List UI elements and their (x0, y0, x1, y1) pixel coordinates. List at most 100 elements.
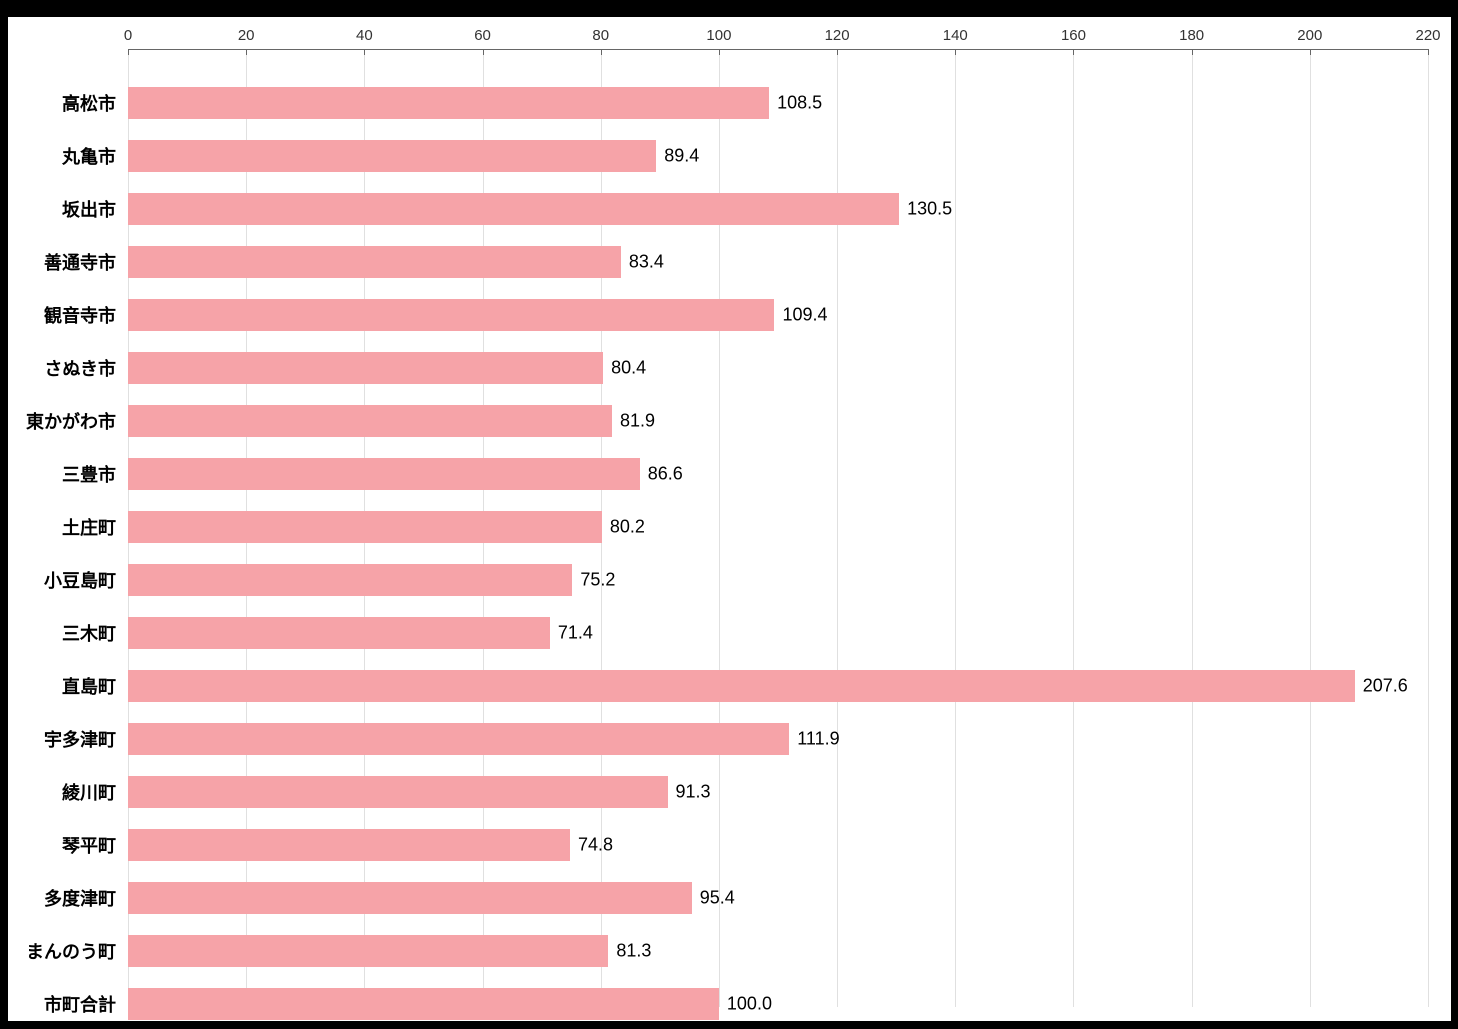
x-axis-tick-label: 120 (825, 27, 850, 44)
bar-row: 土庄町80.2 (128, 511, 1428, 543)
x-axis-tick-label: 160 (1061, 27, 1086, 44)
x-axis-tick-mark (128, 49, 129, 55)
bar-value-label: 111.9 (797, 729, 839, 750)
bar-row: 小豆島町75.2 (128, 564, 1428, 596)
y-axis-label: 坂出市 (62, 196, 116, 222)
bar-row: 宇多津町111.9 (128, 723, 1428, 755)
x-axis-tick-label: 20 (238, 27, 255, 44)
bar-row: 東かがわ市81.9 (128, 405, 1428, 437)
bar: 89.4 (128, 140, 656, 172)
bar-value-label: 80.4 (611, 358, 646, 379)
bar-row: まんのう町81.3 (128, 935, 1428, 967)
x-axis-tick-mark (955, 49, 956, 55)
bar-value-label: 91.3 (676, 782, 711, 803)
x-axis-tick-mark (246, 49, 247, 55)
bar-value-label: 100.0 (727, 994, 772, 1015)
y-axis-label: 三木町 (62, 620, 116, 646)
y-axis-label: 小豆島町 (44, 567, 116, 593)
x-axis-tick-label: 100 (706, 27, 731, 44)
x-axis-tick-label: 40 (356, 27, 373, 44)
x-axis-tick-label: 80 (592, 27, 609, 44)
bar-row: 観音寺市109.4 (128, 299, 1428, 331)
bar-value-label: 75.2 (580, 570, 615, 591)
bar: 74.8 (128, 829, 570, 861)
y-axis-label: 市町合計 (44, 991, 116, 1017)
bar-value-label: 86.6 (648, 464, 683, 485)
bar-row: 高松市108.5 (128, 87, 1428, 119)
bar: 81.3 (128, 935, 608, 967)
y-axis-label: 琴平町 (62, 832, 116, 858)
bar: 91.3 (128, 776, 668, 808)
bar-row: 丸亀市89.4 (128, 140, 1428, 172)
bar: 75.2 (128, 564, 572, 596)
x-axis-tick-label: 0 (124, 27, 132, 44)
x-axis-line (128, 49, 1428, 50)
y-axis-label: 観音寺市 (44, 302, 116, 328)
bar-value-label: 130.5 (907, 199, 952, 220)
bar-row: 三豊市86.6 (128, 458, 1428, 490)
x-axis-tick-label: 220 (1415, 27, 1440, 44)
bar-row: 坂出市130.5 (128, 193, 1428, 225)
bar: 207.6 (128, 670, 1355, 702)
bar-row: 市町合計100.0 (128, 988, 1428, 1020)
bar-value-label: 95.4 (700, 888, 735, 909)
bar-value-label: 71.4 (558, 623, 593, 644)
plot-area: 高松市108.5 丸亀市89.4 坂出市130.5 善通寺市83.4 観音寺市109.4… (128, 55, 1428, 1007)
bar-row: 直島町207.6 (128, 670, 1428, 702)
bar-row: 三木町71.4 (128, 617, 1428, 649)
bar: 81.9 (128, 405, 612, 437)
bar-value-label: 81.3 (616, 941, 651, 962)
x-axis-tick-mark (837, 49, 838, 55)
bar: 83.4 (128, 246, 621, 278)
gridline (1428, 55, 1429, 1007)
bar: 80.2 (128, 511, 602, 543)
bar: 71.4 (128, 617, 550, 649)
bar-value-label: 89.4 (664, 146, 699, 167)
y-axis-label: 綾川町 (62, 779, 116, 805)
x-axis-tick-mark (1192, 49, 1193, 55)
x-axis-tick-label: 140 (943, 27, 968, 44)
bar-value-label: 83.4 (629, 252, 664, 273)
x-axis-tick-mark (601, 49, 602, 55)
y-axis-label: 東かがわ市 (26, 408, 116, 434)
bar-row: 綾川町91.3 (128, 776, 1428, 808)
x-axis-tick-label: 180 (1179, 27, 1204, 44)
bar: 80.4 (128, 352, 603, 384)
x-axis-tick-mark (1073, 49, 1074, 55)
x-axis-tick-label: 60 (474, 27, 491, 44)
bar-value-label: 207.6 (1363, 676, 1408, 697)
x-axis-tick-mark (1310, 49, 1311, 55)
bar-row: 善通寺市83.4 (128, 246, 1428, 278)
bar-value-label: 81.9 (620, 411, 655, 432)
bar: 108.5 (128, 87, 769, 119)
bar-value-label: 109.4 (782, 305, 827, 326)
y-axis-label: 宇多津町 (44, 726, 116, 752)
y-axis-label: 土庄町 (62, 514, 116, 540)
x-axis-tick-label: 200 (1297, 27, 1322, 44)
bar: 111.9 (128, 723, 789, 755)
bar-row: 琴平町74.8 (128, 829, 1428, 861)
y-axis-label: 善通寺市 (44, 249, 116, 275)
y-axis-label: 直島町 (62, 673, 116, 699)
y-axis-label: まんのう町 (26, 938, 116, 964)
bar: 100.0 (128, 988, 719, 1020)
bar-value-label: 80.2 (610, 517, 645, 538)
bar-value-label: 74.8 (578, 835, 613, 856)
x-axis-tick-mark (1428, 49, 1429, 55)
bar-value-label: 108.5 (777, 93, 822, 114)
bar: 130.5 (128, 193, 899, 225)
bar: 95.4 (128, 882, 692, 914)
bar: 109.4 (128, 299, 774, 331)
bar: 86.6 (128, 458, 640, 490)
x-axis-tick-mark (483, 49, 484, 55)
bar-row: さぬき市80.4 (128, 352, 1428, 384)
bar-row: 多度津町95.4 (128, 882, 1428, 914)
y-axis-label: さぬき市 (44, 355, 116, 381)
y-axis-label: 高松市 (62, 90, 116, 116)
chart-container: 高松市108.5丸亀市89.4坂出市130.5善通寺市83.4観音寺市109.4… (8, 17, 1451, 1021)
x-axis-tick-mark (719, 49, 720, 55)
y-axis-label: 丸亀市 (62, 143, 116, 169)
y-axis-label: 多度津町 (44, 885, 116, 911)
x-axis-tick-mark (364, 49, 365, 55)
y-axis-label: 三豊市 (62, 461, 116, 487)
